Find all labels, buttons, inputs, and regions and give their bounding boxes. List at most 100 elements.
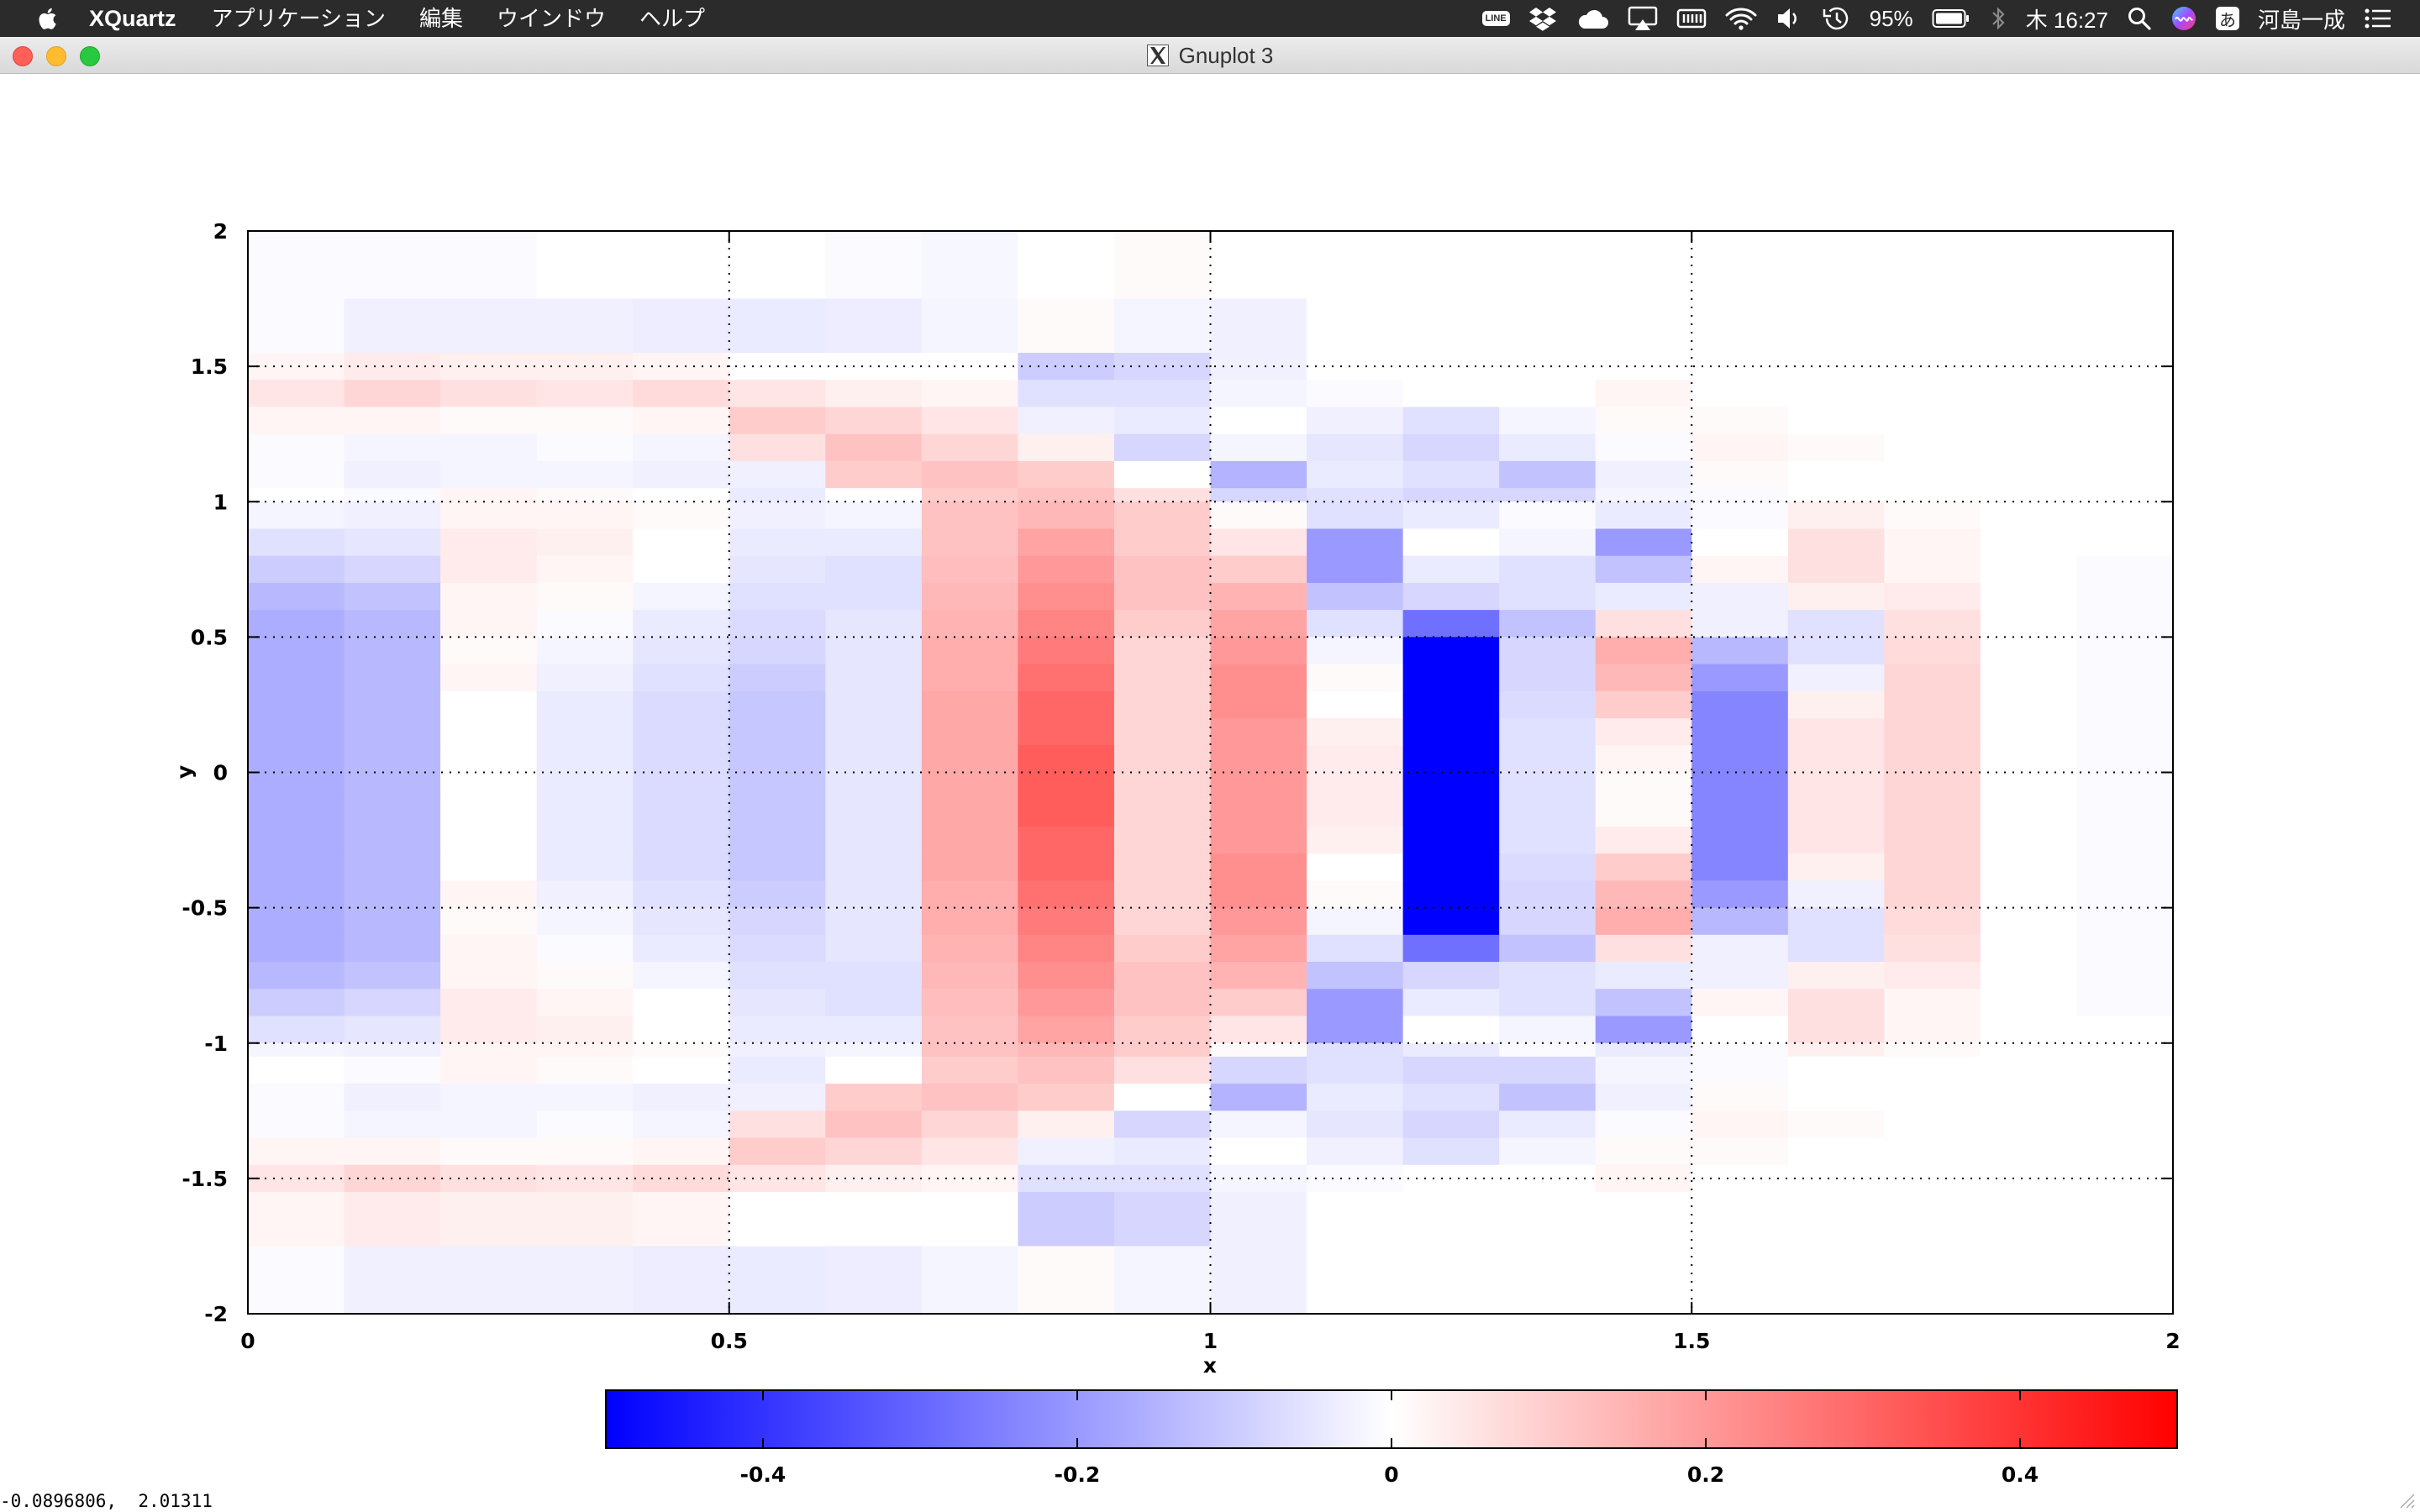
- heatmap-cell: [1402, 934, 1500, 963]
- zoom-button[interactable]: [80, 46, 100, 66]
- heatmap-cell: [1307, 799, 1404, 827]
- heatmap-cell: [1691, 880, 1789, 909]
- heatmap-cell: [633, 1042, 730, 1058]
- window-title-group: Gnuplot 3: [0, 37, 2420, 74]
- input-method-icon[interactable]: あ: [2207, 0, 2249, 37]
- heatmap-cell: [1113, 1137, 1212, 1166]
- heatmap-cell: [536, 718, 634, 746]
- user-name[interactable]: 河島一成: [2257, 7, 2345, 33]
- heatmap-cell: [1691, 1164, 1789, 1193]
- heatmap-cell: [1018, 380, 1115, 408]
- apple-icon[interactable]: [30, 0, 66, 37]
- dropbox-icon[interactable]: [1519, 0, 1566, 37]
- heatmap-cell: [1499, 690, 1597, 719]
- heatmap-cell: [825, 637, 923, 665]
- heatmap-cell: [1210, 353, 1307, 381]
- heatmap-cell: [1595, 407, 1692, 435]
- heatmap-cell: [1113, 880, 1212, 909]
- menu-window[interactable]: ウインドウ: [497, 6, 607, 31]
- heatmap-cell: [633, 1164, 730, 1193]
- heatmap-cell: [1691, 826, 1789, 854]
- heatmap-cell: [1018, 772, 1115, 801]
- bluetooth-icon[interactable]: [1980, 0, 2017, 37]
- heatmap-cell: [921, 853, 1018, 881]
- heatmap-cell: [1595, 488, 1692, 502]
- heatmap-cell: [921, 1137, 1018, 1166]
- heatmap-cell: [825, 353, 923, 381]
- menu-app-name[interactable]: XQuartz: [89, 6, 176, 31]
- menu-list-icon[interactable]: [2354, 0, 2402, 37]
- heatmap-cell: [1499, 745, 1597, 774]
- heatmap-cell: [1499, 880, 1597, 909]
- heatmap-cell: [1402, 1016, 1500, 1044]
- heatmap-cell: [1307, 433, 1404, 462]
- resize-grip-icon[interactable]: [2396, 1490, 2415, 1509]
- heatmap-cell: [344, 610, 441, 638]
- heatmap-cell: [1691, 1056, 1789, 1084]
- heatmap-cell: [633, 610, 730, 638]
- heatmap-cell: [1884, 718, 1981, 746]
- heatmap-cell: [440, 772, 538, 801]
- heatmap-cell: [1980, 298, 2078, 354]
- heatmap-cell: [1018, 637, 1115, 665]
- heatmap-cell: [1884, 488, 1981, 502]
- line-icon[interactable]: LINE: [1473, 0, 1519, 37]
- minimize-button[interactable]: [46, 46, 66, 66]
- heatmap-cell: [633, 1110, 730, 1139]
- heatmap-cell: [1113, 1164, 1212, 1193]
- heatmap-cell: [1691, 353, 1789, 381]
- siri-icon[interactable]: [2161, 0, 2207, 37]
- volume-icon[interactable]: [1766, 0, 1812, 37]
- heatmap-cell: [1113, 690, 1212, 719]
- window-titlebar[interactable]: Gnuplot 3: [0, 37, 2420, 74]
- wifi-icon[interactable]: [1716, 0, 1766, 37]
- heatmap-cell: [825, 433, 923, 462]
- heatmap-cell: [1787, 772, 1885, 801]
- battery-icon[interactable]: [1923, 0, 1980, 37]
- memory-icon[interactable]: [1667, 0, 1716, 37]
- heatmap-cell: [1980, 460, 2078, 489]
- heatmap-cell: [1884, 610, 1981, 638]
- heatmap-cell: [1307, 853, 1404, 881]
- plot-canvas[interactable]: 0 0.5 1 1.5 2 -2 -1.5 -1 -0.5 0 0.5 1 1.5 2 x y -0.4…: [0, 74, 2420, 1490]
- heatmap-cell: [1018, 555, 1115, 584]
- heatmap-cell: [2076, 433, 2174, 462]
- heatmap-cell: [1210, 1042, 1307, 1058]
- heatmap-cell: [1691, 1084, 1789, 1111]
- menu-applications[interactable]: アプリケーション: [211, 6, 387, 31]
- heatmap-cell: [248, 853, 345, 881]
- heatmap-cell: [248, 664, 345, 692]
- heatmap-cell: [729, 1246, 826, 1315]
- time-machine-icon[interactable]: [1812, 0, 1860, 37]
- heatmap-cell: [1402, 637, 1500, 665]
- airplay-icon[interactable]: [1618, 0, 1667, 37]
- y-tick-label: 2: [213, 219, 228, 244]
- heatmap-cell: [633, 1056, 730, 1084]
- heatmap-cell: [2076, 582, 2174, 611]
- close-button[interactable]: [13, 46, 33, 66]
- cloud-icon[interactable]: [1566, 0, 1618, 37]
- heatmap-cell: [729, 907, 826, 936]
- heatmap-cell: [1307, 664, 1404, 692]
- heatmap-cell: [1884, 353, 1981, 381]
- heatmap-cell: [1210, 907, 1307, 936]
- heatmap-cell: [1691, 690, 1789, 719]
- menu-help[interactable]: ヘルプ: [639, 6, 706, 31]
- spotlight-icon[interactable]: [2118, 0, 2161, 37]
- heatmap-cell: [344, 528, 441, 557]
- heatmap-cell: [921, 664, 1018, 692]
- heatmap-cell: [1499, 1110, 1597, 1139]
- heatmap-cell: [633, 528, 730, 557]
- heatmap-cell: [536, 745, 634, 774]
- clock[interactable]: 木 16:27: [2025, 7, 2108, 33]
- heatmap-cell: [1018, 1084, 1115, 1111]
- heatmap-cell: [1595, 582, 1692, 611]
- heatmap-cell: [440, 488, 538, 502]
- heatmap-cell: [1884, 1056, 1981, 1084]
- heatmap-cell: [1499, 488, 1597, 502]
- heatmap-cell: [1787, 555, 1885, 584]
- heatmap-cell: [1884, 555, 1981, 584]
- heatmap-cell: [825, 488, 923, 502]
- heatmap-cell: [921, 353, 1018, 381]
- menu-edit[interactable]: 編集: [419, 6, 464, 31]
